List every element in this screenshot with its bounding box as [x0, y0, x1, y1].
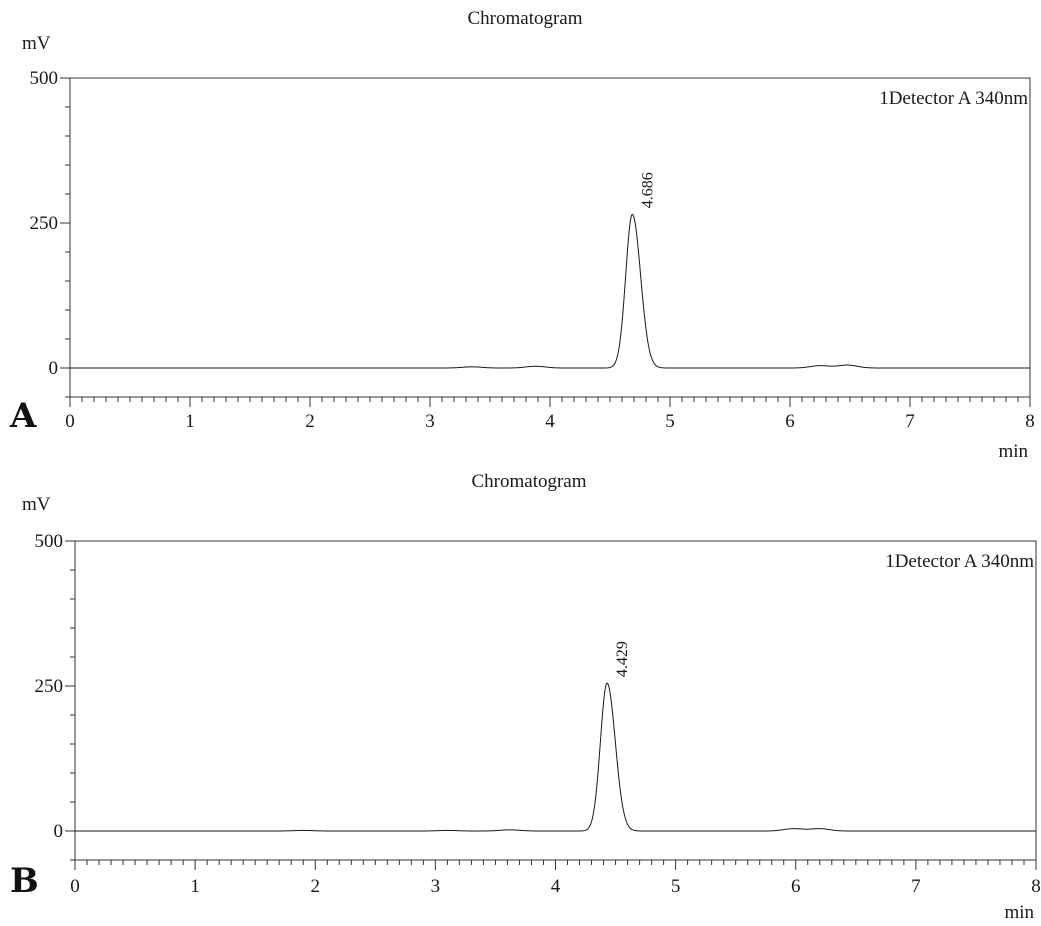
x-tick-label: 2: [311, 876, 321, 897]
x-tick-label: 1: [185, 411, 195, 432]
x-tick-label: 8: [1031, 876, 1041, 897]
chromatogram-trace: [75, 682, 1036, 832]
x-tick-label: 0: [70, 876, 80, 897]
legend-label: 1Detector A 340nm: [879, 88, 1028, 109]
chart-title: Chromatogram: [467, 8, 582, 29]
y-tick-label: 500: [30, 68, 59, 89]
x-tick-label: 0: [65, 411, 75, 432]
x-tick-label: 3: [431, 876, 441, 897]
x-tick-label: 3: [425, 411, 435, 432]
x-tick-label: 2: [305, 411, 315, 432]
y-tick-label: 250: [30, 213, 59, 234]
x-tick-label: 6: [791, 876, 801, 897]
x-axis-unit: min: [998, 441, 1028, 462]
x-tick-label: 7: [911, 876, 921, 897]
panel-label: B: [10, 861, 39, 901]
chart-panel-b: Chromatogram mV 1Detector A 340nm min B …: [10, 471, 1041, 923]
x-tick-label: 7: [905, 411, 915, 432]
x-tick-label: 5: [665, 411, 675, 432]
peak-retention-label: 4.686: [639, 172, 656, 208]
legend-label: 1Detector A 340nm: [885, 551, 1034, 572]
x-tick-label: 8: [1025, 411, 1035, 432]
y-tick-label: 250: [35, 676, 64, 697]
peak-retention-label: 4.429: [614, 641, 631, 677]
x-tick-label: 4: [551, 876, 561, 897]
y-tick-label: 0: [49, 358, 59, 379]
x-axis-unit: min: [1004, 902, 1034, 923]
tick-group: 0 1 2 3 4 5 6 7 8 0 250 500: [35, 531, 1041, 897]
peak-label-group: 4.429: [614, 641, 631, 677]
x-tick-label: 6: [785, 411, 795, 432]
panel-label: A: [9, 396, 37, 436]
y-axis-unit: mV: [22, 494, 51, 515]
peak-label-group: 4.686: [639, 172, 656, 208]
y-tick-label: 0: [54, 821, 64, 842]
plot-frame: [74, 540, 1037, 861]
x-tick-label: 4: [545, 411, 555, 432]
y-axis-unit: mV: [22, 33, 51, 54]
chart-panel-a: Chromatogram mV 1Detector A 340nm min A …: [9, 8, 1035, 462]
plot-frame: [69, 77, 1031, 398]
tick-group: 0 1 2 3 4 5 6 7 8 0 250 500: [30, 68, 1035, 432]
y-tick-label: 500: [35, 531, 64, 552]
chromatogram-trace: [70, 213, 1030, 369]
chart-title: Chromatogram: [471, 471, 586, 492]
x-tick-label: 1: [190, 876, 200, 897]
x-tick-label: 5: [671, 876, 681, 897]
